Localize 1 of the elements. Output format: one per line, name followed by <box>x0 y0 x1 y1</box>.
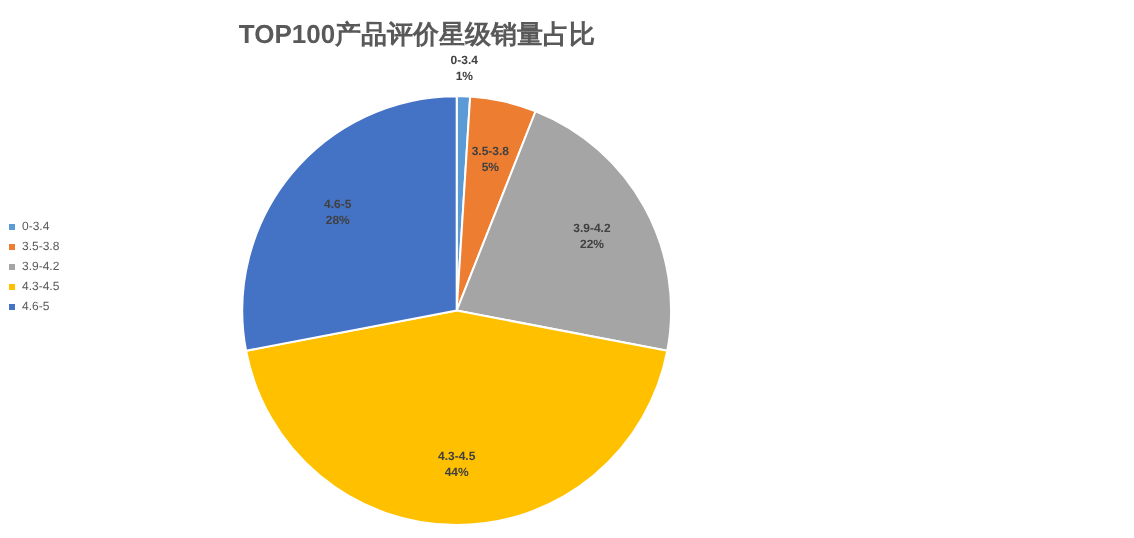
chart-title: TOP100产品评价星级销量占比 <box>238 18 596 49</box>
